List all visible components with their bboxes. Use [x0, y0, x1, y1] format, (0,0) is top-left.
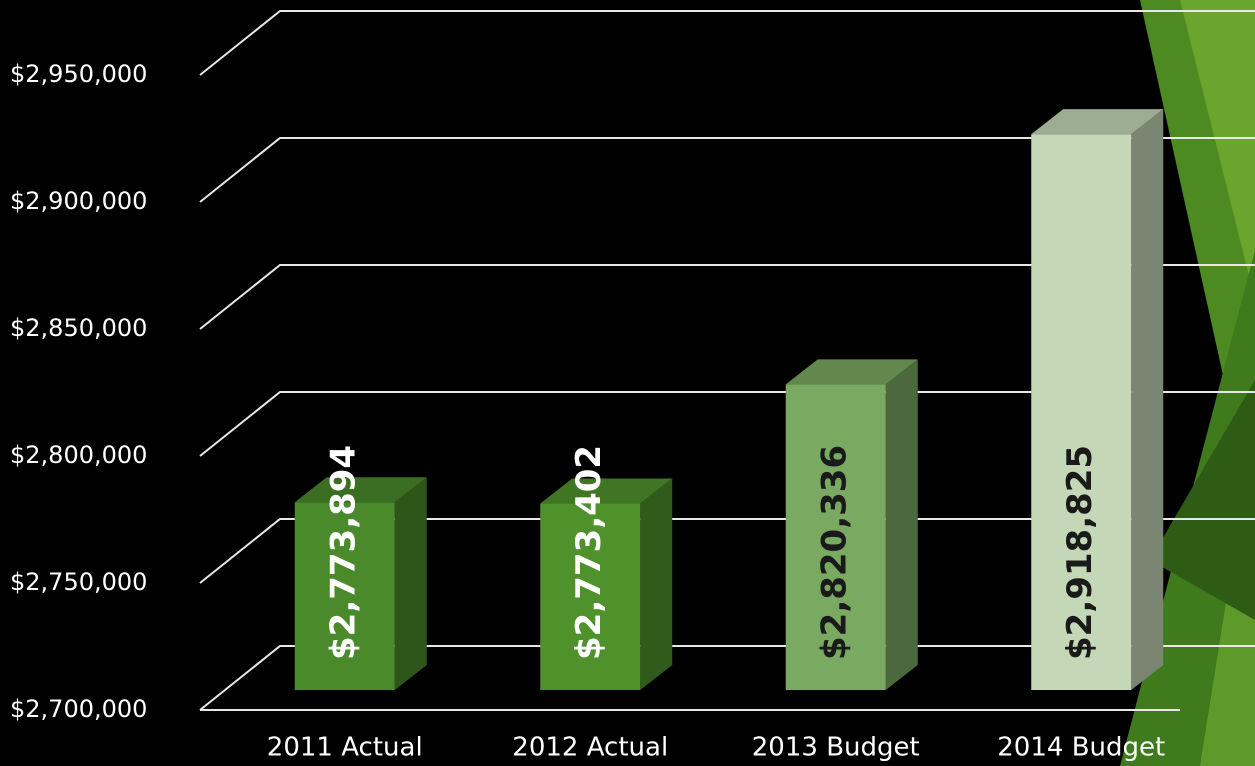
grid-line: [199, 264, 1255, 330]
y-tick-label: $2,950,000: [10, 60, 147, 88]
bar-group: $2,773,894: [294, 445, 427, 690]
y-tick-label: $2,900,000: [10, 187, 147, 215]
bar-top: [294, 477, 427, 503]
y-tick-label: $2,850,000: [10, 314, 147, 342]
y-tick-label: $2,700,000: [10, 695, 147, 723]
bars: $2,773,894 $2,773,402 $2,820,336 $2,918,825: [294, 109, 1164, 690]
bar-side: [394, 477, 427, 690]
bar-group: $2,820,336: [785, 359, 918, 690]
grid-line: [199, 518, 1255, 584]
grid-line: [199, 391, 1255, 457]
x-tick-label: 2011 Actual: [267, 733, 423, 763]
y-tick-label: $2,750,000: [10, 568, 147, 596]
grid-line: [199, 137, 1255, 203]
bar: [294, 502, 395, 690]
y-tick-label: $2,800,000: [10, 441, 147, 469]
bar-top: [785, 359, 918, 385]
value-label: $2,820,336: [814, 445, 854, 660]
grid-line: [199, 645, 1255, 711]
bar-side: [1131, 109, 1164, 690]
bar: [1031, 134, 1132, 690]
bar-group: $2,773,402: [540, 445, 673, 690]
value-label: $2,773,402: [569, 445, 609, 660]
value-label: $2,773,894: [323, 445, 363, 660]
x-tick-label: 2014 Budget: [997, 733, 1165, 763]
grid-line: [199, 10, 1255, 76]
value-label: $2,918,825: [1060, 445, 1100, 660]
grid: [199, 10, 1255, 711]
bar: [785, 384, 886, 690]
x-tick-label: 2012 Actual: [512, 733, 668, 763]
bar-top: [540, 478, 673, 504]
bar: [540, 503, 641, 690]
green-shape: [1180, 0, 1255, 300]
bar-group: $2,918,825: [1031, 109, 1164, 690]
bar-side: [640, 478, 673, 690]
bar-side: [885, 359, 918, 690]
bar-top: [1031, 109, 1164, 135]
x-tick-label: 2013 Budget: [752, 733, 920, 763]
green-shape: [1150, 380, 1255, 620]
